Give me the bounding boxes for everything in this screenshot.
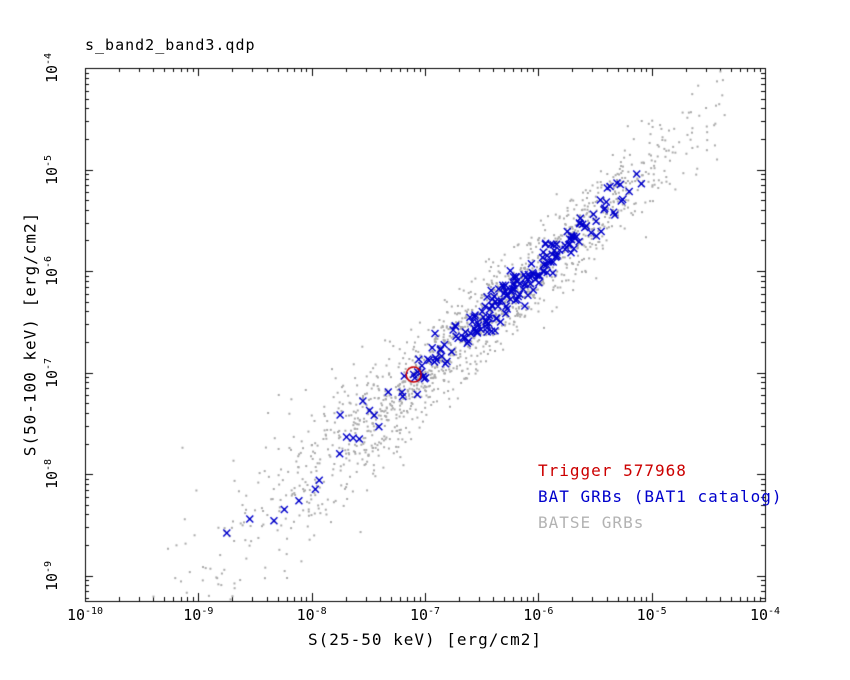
x-tick-label: 10-5 [636, 606, 667, 624]
x-tick-label: 10-8 [296, 606, 327, 624]
y-tick-label: 10-7 [43, 357, 61, 388]
legend-item-batse-grbs: BATSE GRBs [538, 513, 645, 532]
x-tick-label: 10-6 [523, 606, 554, 624]
x-axis-title: S(25-50 keV) [erg/cm2] [308, 630, 542, 649]
y-tick-label: 10-5 [43, 154, 61, 185]
y-tick-label: 10-8 [43, 459, 61, 490]
legend-item-trigger: Trigger 577968 [538, 461, 687, 480]
x-tick-label: 10-4 [749, 606, 781, 624]
y-tick-label: 10-9 [43, 560, 61, 591]
y-axis-title: S(50-100 keV) [erg/cm2] [20, 211, 40, 457]
x-tick-label: 10-7 [409, 606, 441, 624]
y-tick-label: 10-4 [43, 52, 61, 84]
plot-title: s_band2_band3.qdp [85, 36, 256, 54]
legend-item-bat-grbs: BAT GRBs (BAT1 catalog) [538, 487, 783, 506]
y-tick-label: 10-6 [43, 255, 61, 287]
x-tick-label: 10-9 [183, 606, 214, 624]
x-tick-label: 10-10 [66, 606, 104, 624]
legend: Trigger 577968 BAT GRBs (BAT1 catalog) B… [538, 462, 783, 540]
